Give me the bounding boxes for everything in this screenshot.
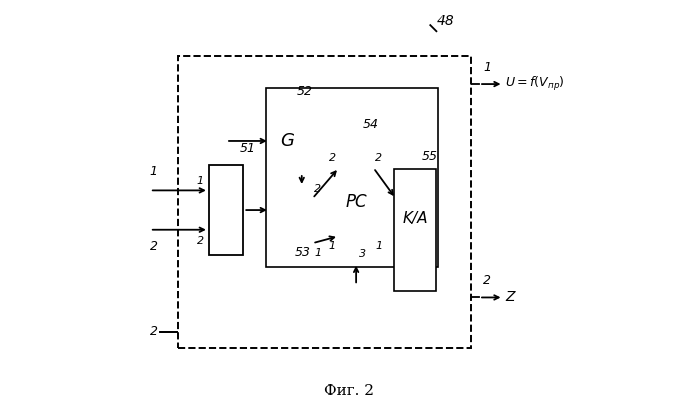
Text: 3: 3 [359,249,366,259]
FancyBboxPatch shape [269,173,313,263]
Text: 55: 55 [422,150,438,163]
FancyBboxPatch shape [394,169,436,291]
FancyBboxPatch shape [209,165,244,255]
FancyBboxPatch shape [291,187,305,250]
Text: 2: 2 [197,236,204,246]
Text: 48: 48 [436,14,454,28]
FancyBboxPatch shape [396,173,434,263]
Text: 2: 2 [150,240,158,253]
Text: 1: 1 [376,241,383,251]
Text: 54: 54 [363,118,379,131]
Text: $U=f(V_{пр})$: $U=f(V_{пр})$ [505,75,565,93]
FancyBboxPatch shape [339,141,373,263]
FancyBboxPatch shape [266,88,438,267]
Text: 52: 52 [297,85,313,98]
Text: 2: 2 [329,153,336,163]
Text: 1: 1 [315,248,322,258]
FancyBboxPatch shape [269,108,304,173]
Text: 2: 2 [315,184,322,194]
Text: 1: 1 [197,176,204,185]
Text: 2: 2 [376,153,383,163]
Text: 51: 51 [239,142,255,155]
Text: Фиг. 2: Фиг. 2 [324,384,374,398]
Text: 2: 2 [150,325,158,339]
FancyBboxPatch shape [274,187,288,250]
Text: 2: 2 [483,274,491,287]
Text: 1: 1 [329,241,336,251]
Text: 1: 1 [483,61,491,74]
Text: 1: 1 [150,165,158,178]
Text: K/A: K/A [402,211,428,226]
Text: 53: 53 [295,246,311,259]
FancyBboxPatch shape [178,56,471,348]
Text: G: G [280,132,294,150]
Text: Z: Z [505,290,515,304]
Text: PC: PC [346,193,367,211]
